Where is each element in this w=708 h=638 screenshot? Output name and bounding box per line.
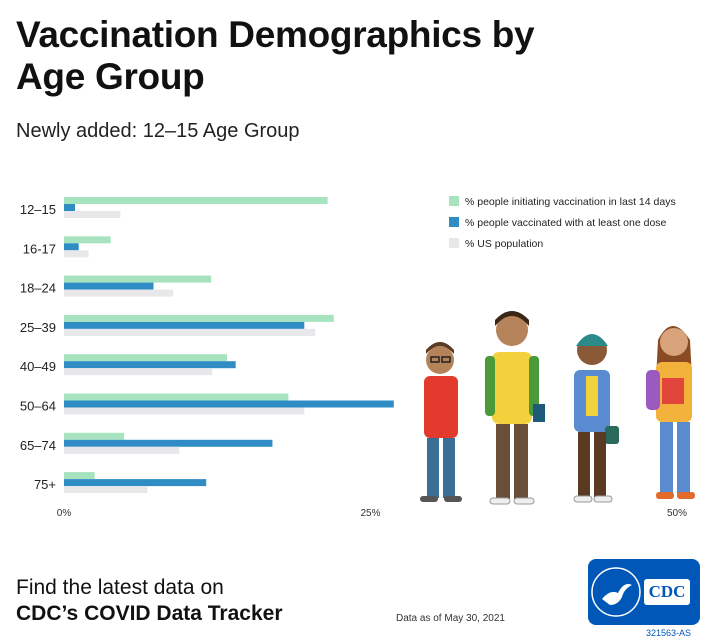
bar-one-dose xyxy=(64,361,236,369)
bar-one-dose xyxy=(64,439,273,447)
bar-one-dose xyxy=(64,243,79,251)
page-subtitle: Newly added: 12–15 Age Group xyxy=(16,120,300,142)
bar-population xyxy=(64,446,180,454)
bar-population xyxy=(64,407,305,415)
legend-swatch xyxy=(449,196,459,206)
people-illustration xyxy=(420,311,695,505)
category-label: 16-17 xyxy=(23,241,56,256)
data-date-note: Data as of May 30, 2021 xyxy=(396,613,505,624)
bar-population xyxy=(64,486,148,494)
category-label: 75+ xyxy=(34,477,56,492)
bar-population xyxy=(64,289,174,297)
legend-label: % people vaccinated with at least one do… xyxy=(465,217,667,229)
legend-swatch xyxy=(449,217,459,227)
person-beanie-icon xyxy=(573,334,619,503)
bar-initiating xyxy=(64,275,212,283)
category-label: 40–49 xyxy=(20,359,56,374)
footer-line-2[interactable]: CDC’s COVID Data Tracker xyxy=(16,602,283,625)
category-label: 50–64 xyxy=(20,399,56,414)
bar-one-dose xyxy=(64,204,76,211)
category-label: 12–15 xyxy=(20,202,56,217)
document-code: 321563-AS xyxy=(646,628,692,638)
legend-label: % people initiating vaccination in last … xyxy=(465,196,676,208)
bar-one-dose xyxy=(64,479,207,487)
category-label: 65–74 xyxy=(20,438,56,453)
bar-initiating xyxy=(64,236,111,244)
x-tick-label: 0% xyxy=(57,508,72,519)
bar-initiating xyxy=(64,197,328,204)
person-girl-books-icon xyxy=(646,326,695,499)
bar-one-dose xyxy=(64,282,154,290)
page-title: Vaccination Demographics by Age Group xyxy=(16,14,535,97)
x-tick-label: 25% xyxy=(360,508,380,519)
bar-chart: 12–15 16-17 18–24 25–39 40–49 50–64 65–74 75+ %… xyxy=(20,196,687,519)
hhs-eagle-icon xyxy=(591,567,641,617)
legend-label: % US population xyxy=(465,238,543,250)
legend-swatch xyxy=(449,238,459,248)
bar-initiating xyxy=(64,472,95,480)
bar-initiating xyxy=(64,393,289,401)
bar-population xyxy=(64,368,213,376)
category-label: 18–24 xyxy=(20,281,56,296)
cdc-logo-text: CDC xyxy=(644,579,690,605)
person-tall-boy-icon xyxy=(485,311,545,505)
bar-population xyxy=(64,250,89,258)
bar-population xyxy=(64,328,316,336)
bar-initiating xyxy=(64,314,334,322)
bar-initiating xyxy=(64,432,125,440)
bar-one-dose xyxy=(64,400,394,408)
person-boy-glasses-icon xyxy=(420,342,462,502)
x-tick-label: 50% xyxy=(667,508,687,519)
category-label: 25–39 xyxy=(20,320,56,335)
cdc-logo[interactable]: CDC xyxy=(588,559,700,625)
bar-one-dose xyxy=(64,321,305,329)
footer-line-1: Find the latest data on xyxy=(16,576,224,599)
bar-initiating xyxy=(64,354,228,362)
bar-population xyxy=(64,211,121,218)
